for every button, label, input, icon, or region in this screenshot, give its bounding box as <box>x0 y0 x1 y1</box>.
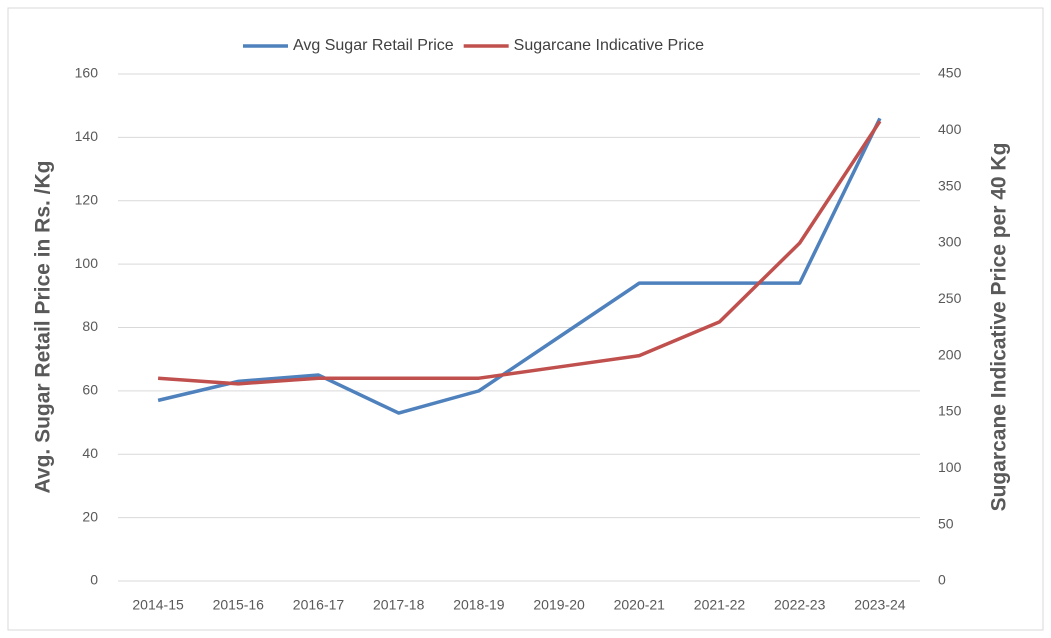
y-tick-label: 100 <box>75 255 99 271</box>
x-tick-label: 2020-21 <box>614 597 666 613</box>
y-tick-label: 20 <box>82 508 98 524</box>
x-tick-label: 2016-17 <box>293 597 345 613</box>
y-tick-label: 120 <box>75 191 99 207</box>
chart-frame <box>7 7 1044 631</box>
y2-axis-title: Sugarcane Indicative Price per 40 Kg <box>988 143 1011 512</box>
y-tick-label: 160 <box>75 65 99 81</box>
y2-tick-label: 50 <box>938 515 954 531</box>
y-tick-label: 80 <box>82 318 98 334</box>
legend-label: Avg Sugar Retail Price <box>293 37 454 54</box>
x-tick-label: 2015-16 <box>213 597 265 613</box>
y2-tick-label: 200 <box>938 346 962 362</box>
y2-tick-label: 450 <box>938 65 962 81</box>
x-tick-label: 2018-19 <box>453 597 505 613</box>
y2-tick-label: 0 <box>938 572 946 588</box>
series-line <box>157 120 882 386</box>
y2-tick-label: 250 <box>938 290 962 306</box>
y-tick-label: 60 <box>82 382 98 398</box>
legend-label: Sugarcane Indicative Price <box>514 37 704 54</box>
x-tick-label: 2023-24 <box>854 597 906 613</box>
y-tick-label: 40 <box>82 445 98 461</box>
x-tick-label: 2019-20 <box>533 597 585 613</box>
y2-tick-label: 100 <box>938 459 962 475</box>
y-axis-title: Avg. Sugar Retail Price in Rs. /Kg <box>32 161 55 494</box>
y-tick-label: 140 <box>75 128 99 144</box>
y-tick-label: 0 <box>90 572 98 588</box>
y2-tick-label: 300 <box>938 234 962 250</box>
x-tick-label: 2022-23 <box>774 597 826 613</box>
y2-tick-label: 150 <box>938 403 962 419</box>
y2-tick-label: 400 <box>938 121 962 137</box>
x-tick-label: 2021-22 <box>694 597 746 613</box>
x-tick-label: 2017-18 <box>373 597 425 613</box>
y2-tick-label: 350 <box>938 177 962 193</box>
x-tick-label: 2014-15 <box>132 597 184 613</box>
